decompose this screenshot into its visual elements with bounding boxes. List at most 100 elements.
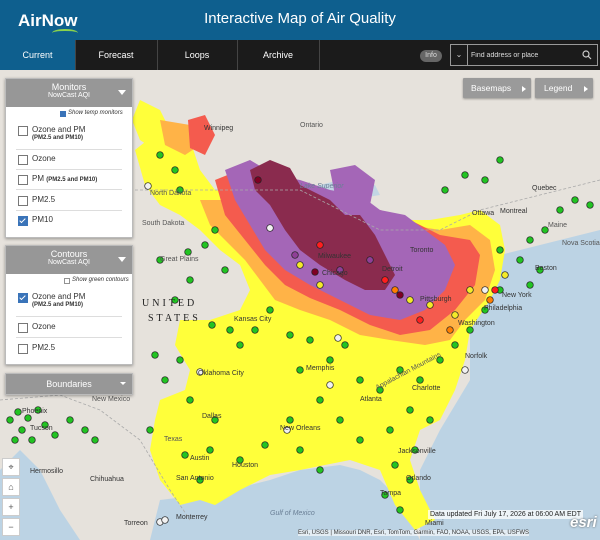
map-label-chicago: Chicago (322, 270, 348, 277)
tab-loops[interactable]: Loops (157, 40, 238, 70)
search-icon[interactable] (581, 49, 593, 61)
map-label-miami: Miami (425, 520, 444, 527)
info-button[interactable]: Info (420, 50, 442, 62)
checkbox[interactable] (18, 344, 28, 354)
show-green-checkbox[interactable] (64, 278, 70, 284)
checkbox-checked[interactable] (18, 293, 28, 303)
checkbox-checked[interactable] (18, 216, 28, 226)
divider (16, 189, 122, 190)
contours-panel-header[interactable]: Contours NowCast AQI (6, 246, 132, 274)
map-label-houston: Houston (232, 462, 259, 469)
chevron-down-icon[interactable] (118, 90, 126, 95)
airnow-logo[interactable]: AirNow (8, 5, 78, 35)
option-label: PM10 (32, 215, 53, 224)
show-temp-label: Show temp monitors (68, 110, 123, 116)
map-label-greatplains: Great Plains (160, 256, 199, 263)
divider (16, 210, 122, 211)
map-label-states: STATES (148, 313, 201, 324)
legend-label: Legend (544, 83, 573, 93)
map-label-united: UNITED (142, 298, 198, 309)
map-label-kansascity: Kansas City (234, 316, 272, 323)
checkbox[interactable] (18, 155, 28, 165)
app-header: AirNow Interactive Map of Air Quality (0, 0, 600, 40)
map-label-novascotia: Nova Scotia (562, 240, 600, 247)
map-label-ottawa: Ottawa (472, 210, 495, 217)
option-label: Ozone and PM (32, 292, 86, 301)
map-label-memphis: Memphis (306, 365, 335, 372)
option-sublabel: (PM2.5 and PM10) (46, 177, 98, 183)
map-label-boston: Boston (535, 265, 557, 272)
checkbox[interactable] (18, 323, 28, 333)
zoom-out-button[interactable]: − (2, 518, 20, 536)
map-label-milwaukee: Milwaukee (318, 253, 352, 260)
tab-current[interactable]: Current (0, 40, 76, 70)
chevron-down-icon: ⌄ (455, 50, 463, 59)
map-label-atlanta: Atlanta (360, 396, 382, 403)
map-attribution: Esri, USGS | Missouri DNR, Esri, TomTom,… (298, 530, 530, 536)
contours-title: Contours (50, 249, 88, 259)
map-label-philadelphia: Philadelphia (484, 305, 523, 312)
tab-archive[interactable]: Archive (237, 40, 320, 70)
monitors-panel-header[interactable]: Monitors NowCast AQI (6, 79, 132, 107)
map-label-gulfofmexico: Gulf of Mexico (270, 510, 315, 517)
option-label: Ozone (32, 322, 56, 331)
option-label: PM (PM2.5 and PM10) (32, 174, 97, 183)
monitors-subtitle: NowCast AQI (47, 92, 90, 99)
home-button[interactable]: ⌂ (2, 478, 20, 496)
map-label-toronto: Toronto (410, 247, 434, 254)
option-label-main: PM (32, 174, 44, 183)
map-label-oklahomacity: Oklahoma City (198, 370, 244, 377)
map-label-ontario: Ontario (300, 122, 323, 129)
search-source-dropdown[interactable]: ⌄ (451, 45, 468, 65)
option-sublabel: (PM2.5 and PM10) (32, 135, 84, 141)
map-label-winnipeg: Winnipeg (204, 125, 234, 132)
checkbox[interactable] (18, 126, 28, 136)
map-label-norfolk: Norfolk (465, 353, 488, 360)
map-label-monterrey: Monterrey (176, 514, 208, 521)
caret-right-icon (584, 86, 588, 92)
data-updated-text: Data updated Fri July 17, 2026 at 06:00 … (428, 510, 583, 519)
basemaps-button[interactable]: Basemaps (463, 78, 531, 98)
option-label: PM2.5 (32, 343, 56, 352)
search-input[interactable] (471, 48, 575, 62)
map-label-texas: Texas (164, 436, 183, 443)
basemaps-label: Basemaps (471, 83, 512, 93)
map-label-austin: Austin (190, 455, 210, 462)
map-label-northdakota: North Dakota (150, 190, 192, 197)
legend-button[interactable]: Legend (535, 78, 593, 98)
option-label: PM2.5 (32, 195, 56, 204)
crosshair-icon: ⌖ (8, 462, 14, 472)
show-temp-checkbox[interactable] (60, 111, 66, 117)
divider (16, 337, 122, 338)
map-label-dallas: Dallas (202, 413, 222, 420)
search-box: ⌄ (450, 44, 598, 66)
map-label-tucson: Tucson (30, 425, 53, 432)
map-label-orlando: Orlando (406, 475, 431, 482)
map-label-washington: Washington (458, 320, 495, 327)
show-green-label: Show green contours (72, 277, 129, 283)
checkbox[interactable] (18, 175, 28, 185)
chevron-down-icon[interactable] (120, 382, 126, 385)
checkbox[interactable] (18, 196, 28, 206)
option-sublabel: (PM2.5 and PM10) (32, 302, 84, 308)
minus-icon: − (8, 522, 14, 532)
boundaries-title: Boundaries (46, 379, 92, 389)
tab-forecast[interactable]: Forecast (75, 40, 158, 70)
chevron-down-icon[interactable] (118, 257, 126, 262)
logo-swoosh-icon (52, 29, 78, 37)
map-label-tampa: Tampa (380, 490, 402, 497)
zoom-in-button[interactable]: + (2, 498, 20, 516)
boundaries-panel-header[interactable]: Boundaries (6, 374, 132, 394)
map-label-charlotte: Charlotte (412, 385, 441, 392)
map-label-chihuahua: Chihuahua (90, 476, 124, 483)
map-label-torreon: Torreon (124, 520, 148, 527)
esri-logo[interactable]: esri (570, 514, 597, 531)
option-label: Ozone (32, 154, 56, 163)
monitors-panel: Monitors NowCast AQI Show temp monitors … (5, 78, 133, 238)
boundaries-panel[interactable]: Boundaries (5, 373, 133, 395)
monitors-title: Monitors (51, 82, 87, 92)
map-label-phoenix: Phoenix (22, 408, 48, 415)
divider (16, 169, 122, 170)
locate-button[interactable]: ⌖ (2, 458, 20, 476)
plus-icon: + (8, 502, 14, 512)
